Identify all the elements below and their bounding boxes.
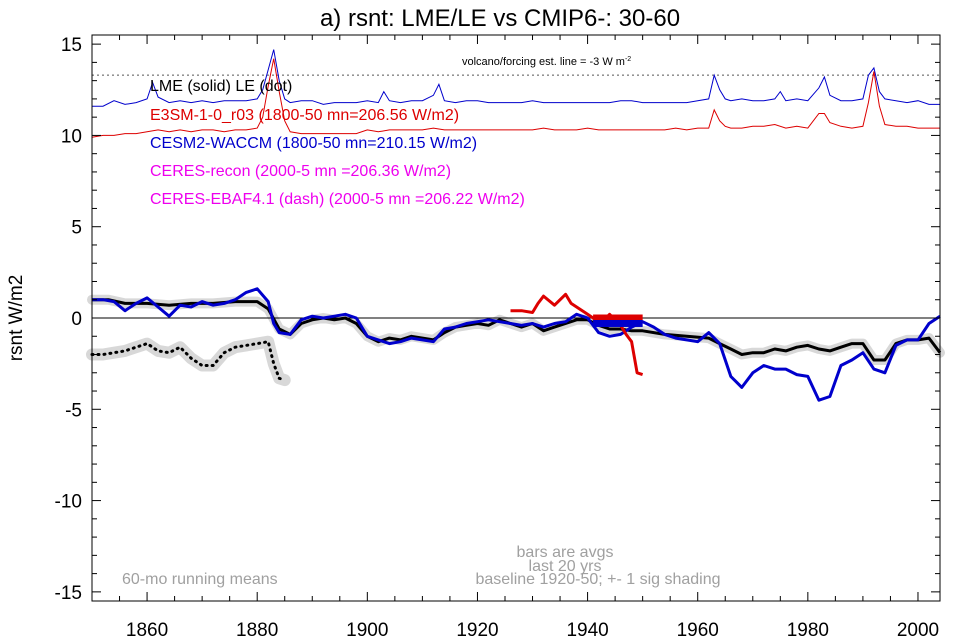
- avg-bar-0: [593, 314, 643, 322]
- volcano-annotation: volcano/forcing est. line = -3 W m-2: [462, 56, 631, 68]
- series-line-2: [92, 287, 941, 402]
- legend: LME (solid) LE (dot) E3SM-1-0_r03 (1800-…: [150, 78, 525, 208]
- volcano-trace-0: [92, 49, 940, 107]
- x-tick-label: 1920: [456, 620, 498, 641]
- legend-ceres-recon: CERES-recon (2000-5 mn =206.36 W/m2): [150, 163, 451, 180]
- y-tick-label: 0: [71, 309, 82, 330]
- x-tick-label: 1980: [787, 620, 829, 641]
- shading-le: [86, 335, 291, 387]
- y-tick-label: 5: [71, 218, 82, 239]
- x-tick-label: 1960: [677, 620, 719, 641]
- series-line-1: [90, 340, 287, 382]
- bars-note-line1: bars are avgs: [517, 544, 614, 561]
- series-layer: [90, 287, 942, 402]
- x-tick-label: 2000: [897, 620, 939, 641]
- x-tick-label: 1880: [236, 620, 278, 641]
- bars-note-line2: last 20 yrs: [529, 558, 602, 575]
- volcano-annotation-sup: -2: [625, 56, 631, 63]
- x-tick-label: 1860: [126, 620, 168, 641]
- y-tick-label: 15: [61, 35, 82, 56]
- reference-lines: [92, 74, 940, 319]
- x-ticks: 1860 1880 1900 1920 1940 1960 1980 2000: [91, 35, 939, 641]
- y-tick-label: -5: [65, 400, 82, 421]
- legend-lme-le: LME (solid) LE (dot): [150, 78, 292, 95]
- y-ticks: 15 10 5 0 -5 -10 -15: [55, 35, 940, 604]
- y-tick-label: -10: [55, 492, 82, 513]
- legend-ceres-ebaf: CERES-EBAF4.1 (dash) (2000-5 mn =206.22 …: [150, 191, 525, 208]
- chart-title: a) rsnt: LME/LE vs CMIP6-: 30-60: [320, 5, 680, 32]
- y-axis-label: rsnt W/m2: [6, 275, 27, 362]
- series-line-3: [510, 292, 644, 377]
- x-tick-label: 1900: [346, 620, 388, 641]
- running-means-note: 60-mo running means: [122, 571, 278, 588]
- y-tick-label: -15: [55, 583, 82, 604]
- avg-bar-1: [593, 319, 643, 327]
- legend-e3sm: E3SM-1-0_r03 (1800-50 mn=206.56 W/m2): [150, 107, 459, 124]
- bars-layer: [593, 314, 643, 327]
- y-tick-label: 10: [61, 126, 82, 147]
- volcano-traces: [91, 49, 940, 138]
- volcano-trace-1: [91, 58, 940, 138]
- legend-cesm2: CESM2-WACCM (1800-50 mn=210.15 W/m2): [150, 135, 477, 152]
- x-tick-label: 1940: [566, 620, 608, 641]
- baseline-note: baseline 1920-50; +- 1 sig shading: [475, 571, 720, 588]
